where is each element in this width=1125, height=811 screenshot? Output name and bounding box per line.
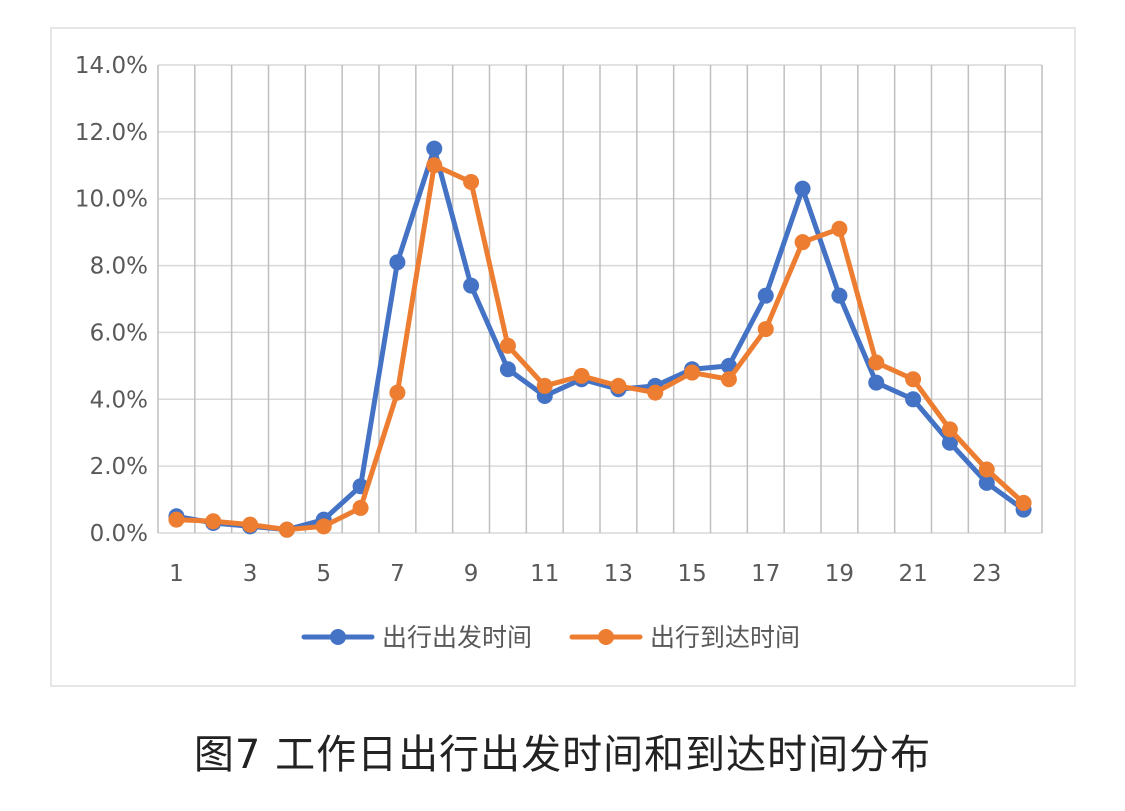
- x-tick-label: 7: [390, 561, 405, 587]
- legend-label: 出行出发时间: [382, 623, 532, 652]
- data-point-series-2: [868, 354, 885, 371]
- x-tick-label: 17: [751, 561, 780, 587]
- y-tick-label: 8.0%: [90, 254, 148, 280]
- legend-swatch-marker: [598, 629, 614, 645]
- figure-caption: 图7 工作日出行出发时间和到达时间分布: [193, 732, 932, 778]
- data-point-series-1: [868, 374, 885, 391]
- x-tick-label: 9: [464, 561, 479, 587]
- data-point-series-2: [610, 377, 627, 394]
- y-tick-label: 2.0%: [90, 454, 148, 480]
- data-point-series-2: [757, 321, 774, 338]
- line-chart: 0.0%2.0%4.0%6.0%8.0%10.0%12.0%14.0%1 3 5 7 9…: [75, 53, 1043, 652]
- data-point-series-2: [1015, 494, 1032, 511]
- data-point-series-1: [941, 434, 958, 451]
- data-point-series-1: [389, 254, 406, 271]
- data-point-series-2: [720, 371, 737, 388]
- data-point-series-1: [905, 391, 922, 408]
- data-point-series-2: [684, 364, 701, 381]
- x-tick-label: 23: [972, 561, 1001, 587]
- data-point-series-2: [831, 220, 848, 237]
- data-point-series-2: [168, 511, 185, 528]
- data-point-series-1: [426, 140, 443, 157]
- data-point-series-2: [536, 377, 553, 394]
- x-tick-label: 1: [169, 561, 184, 587]
- x-tick-label: 21: [898, 561, 927, 587]
- data-point-series-1: [499, 361, 516, 378]
- data-point-series-2: [205, 513, 222, 530]
- data-point-series-2: [499, 337, 516, 354]
- x-tick-label: 15: [677, 561, 706, 587]
- data-point-series-1: [757, 287, 774, 304]
- data-point-series-2: [463, 174, 480, 190]
- legend-label: 出行到达时间: [650, 623, 800, 652]
- data-point-series-2: [242, 516, 259, 533]
- data-point-series-2: [905, 371, 922, 388]
- data-point-series-2: [278, 521, 295, 538]
- y-tick-label: 10.0%: [75, 187, 148, 213]
- y-tick-label: 4.0%: [90, 387, 148, 413]
- x-tick-label: 13: [604, 561, 633, 587]
- data-point-series-1: [794, 180, 811, 197]
- data-point-series-2: [978, 461, 995, 478]
- x-tick-label: 5: [316, 561, 331, 587]
- data-point-series-2: [647, 384, 664, 401]
- data-point-series-2: [794, 234, 811, 251]
- x-tick-label: 11: [530, 561, 559, 587]
- y-tick-label: 14.0%: [75, 53, 148, 79]
- x-tick-label: 3: [243, 561, 258, 587]
- data-point-series-2: [389, 384, 406, 401]
- data-point-series-2: [941, 421, 958, 438]
- x-tick-label: 19: [825, 561, 854, 587]
- data-point-series-1: [978, 474, 995, 491]
- data-point-series-2: [315, 518, 332, 535]
- data-point-series-1: [463, 277, 480, 294]
- data-point-series-1: [831, 287, 848, 304]
- y-tick-label: 12.0%: [75, 120, 148, 146]
- data-point-series-2: [352, 499, 369, 516]
- legend-swatch-marker: [330, 629, 346, 645]
- y-tick-label: 6.0%: [90, 320, 148, 346]
- data-point-series-2: [573, 367, 590, 384]
- chart-frame: 0.0% 2.0% 4.0% 6.0% 8.0% 10.0% 12.0% 14.0% 1 3 5 7 9…: [50, 27, 1076, 687]
- data-point-series-2: [426, 157, 443, 174]
- y-tick-label: 0.0%: [90, 521, 148, 547]
